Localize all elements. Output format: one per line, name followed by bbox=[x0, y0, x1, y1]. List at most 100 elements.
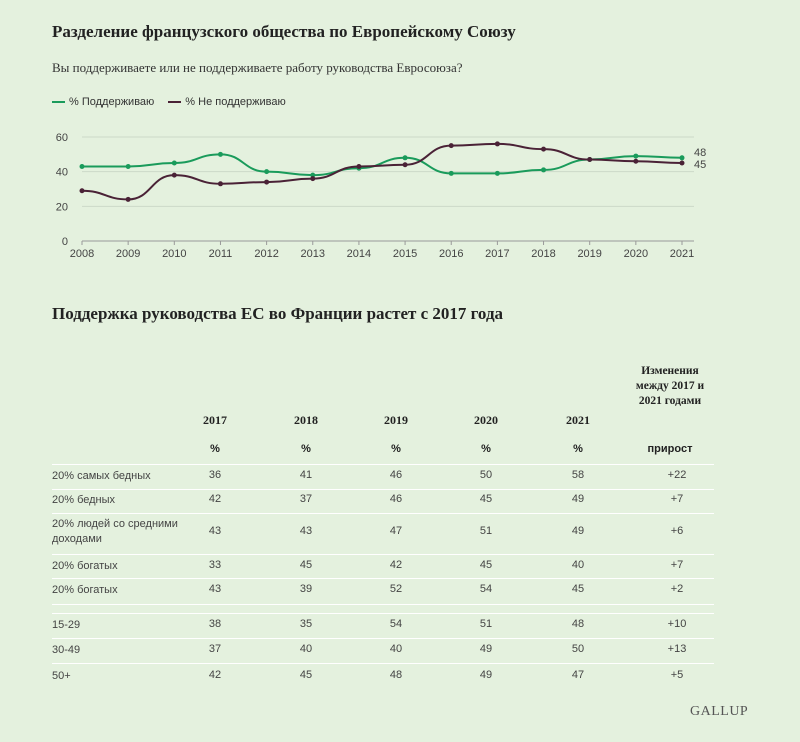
chart-subtitle: Вы поддерживаете или не поддерживаете ра… bbox=[52, 60, 463, 75]
table-cell: 47 bbox=[389, 525, 403, 537]
y-tick-label: 20 bbox=[56, 201, 68, 213]
table-cell: 45 bbox=[299, 559, 313, 571]
row-label: 30-49 bbox=[52, 644, 81, 656]
row-divider bbox=[52, 489, 714, 490]
percent-marker: % bbox=[210, 443, 220, 455]
data-point-1 bbox=[494, 141, 500, 147]
chart-title: Разделение французского общества по Евро… bbox=[52, 22, 516, 41]
table-cell: 40 bbox=[571, 559, 585, 571]
year-header: 2021 bbox=[566, 413, 590, 427]
legend-item-support: % Поддерживаю bbox=[52, 96, 154, 108]
data-point-0 bbox=[217, 151, 223, 157]
percent-marker: % bbox=[573, 443, 583, 455]
table-cell: 39 bbox=[299, 583, 313, 595]
table-cell: 37 bbox=[208, 643, 222, 655]
row-divider bbox=[52, 554, 714, 555]
data-point-1 bbox=[264, 179, 270, 185]
x-tick-label: 2016 bbox=[439, 248, 463, 260]
row-divider bbox=[52, 464, 714, 465]
percent-marker: % bbox=[391, 443, 401, 455]
table-cell: 33 bbox=[208, 559, 222, 571]
data-point-1 bbox=[171, 172, 177, 178]
percent-marker: % bbox=[481, 443, 491, 455]
data-point-1 bbox=[402, 162, 408, 168]
table-cell: 36 bbox=[208, 469, 222, 481]
percent-marker: % bbox=[301, 443, 311, 455]
table-cell: 49 bbox=[479, 669, 493, 681]
table-cell: 54 bbox=[479, 583, 493, 595]
table-cell: 54 bbox=[389, 618, 403, 630]
table-cell: 40 bbox=[389, 643, 403, 655]
data-point-0 bbox=[310, 172, 316, 178]
change-column-header: Изменения между 2017 и 2021 годами bbox=[635, 365, 705, 407]
legend-swatch-oppose bbox=[168, 101, 182, 103]
y-tick-label: 0 bbox=[62, 236, 68, 248]
y-tick-label: 60 bbox=[56, 132, 68, 144]
table-cell: 42 bbox=[389, 559, 403, 571]
row-label: 20% богатых bbox=[52, 560, 118, 572]
line-chart: 0 20 40 60 2008 2009 2010 2011 2012 2013 2014 2015 2… bbox=[56, 132, 707, 260]
x-tick-label: 2017 bbox=[485, 248, 509, 260]
y-tick-label: 40 bbox=[56, 167, 68, 179]
table-cell: 43 bbox=[208, 525, 222, 537]
x-tick-label: 2009 bbox=[116, 248, 140, 260]
table-cell: 51 bbox=[479, 525, 493, 537]
x-tick-label: 2020 bbox=[624, 248, 648, 260]
data-point-0 bbox=[79, 163, 85, 169]
source-logo: GALLUP bbox=[690, 704, 749, 719]
table-cell: 43 bbox=[208, 583, 222, 595]
table-cell: 49 bbox=[479, 643, 493, 655]
legend-item-oppose: % Не поддерживаю bbox=[168, 96, 286, 108]
data-point-0 bbox=[448, 170, 454, 176]
data-point-0 bbox=[633, 153, 639, 159]
change-cell: +6 bbox=[670, 525, 684, 537]
x-tick-label: 2019 bbox=[577, 248, 601, 260]
table-cell: 41 bbox=[299, 469, 313, 481]
table-cell: 50 bbox=[479, 469, 493, 481]
row-label: 20% людей со средними доходами bbox=[52, 518, 178, 545]
end-label-1: 45 bbox=[694, 159, 706, 171]
table-cell: 37 bbox=[299, 493, 313, 505]
change-cell: +22 bbox=[667, 469, 687, 481]
row-divider bbox=[52, 663, 714, 664]
data-point-1 bbox=[587, 157, 593, 163]
row-divider bbox=[52, 613, 714, 614]
data-point-0 bbox=[125, 163, 131, 169]
x-tick-label: 2015 bbox=[393, 248, 417, 260]
x-tick-label: 2008 bbox=[70, 248, 94, 260]
year-header: 2017 bbox=[203, 413, 227, 427]
table-cell: 45 bbox=[299, 669, 313, 681]
x-tick-label: 2018 bbox=[531, 248, 555, 260]
row-label: 50+ bbox=[52, 670, 71, 682]
change-cell: +10 bbox=[667, 618, 687, 630]
change-unit: прирост bbox=[647, 443, 693, 455]
legend-swatch-support bbox=[52, 101, 65, 103]
table-cell: 58 bbox=[571, 469, 585, 481]
x-tick-label: 2014 bbox=[347, 248, 371, 260]
row-label: 20% самых бедных bbox=[52, 470, 151, 482]
table-cell: 45 bbox=[479, 493, 493, 505]
year-header: 2020 bbox=[474, 413, 498, 427]
x-tick-label: 2010 bbox=[162, 248, 186, 260]
x-tick-label: 2021 bbox=[670, 248, 694, 260]
data-point-0 bbox=[171, 160, 177, 166]
data-point-1 bbox=[125, 196, 131, 202]
table-cell: 46 bbox=[389, 469, 403, 481]
table-cell: 52 bbox=[389, 583, 403, 595]
change-cell: +7 bbox=[670, 493, 684, 505]
table-title: Поддержка руководства ЕС во Франции раст… bbox=[52, 304, 504, 323]
row-divider bbox=[52, 513, 714, 514]
x-tick-label: 2013 bbox=[301, 248, 325, 260]
data-point-1 bbox=[448, 143, 454, 149]
legend-label-oppose: % Не поддерживаю bbox=[185, 96, 286, 108]
change-cell: +5 bbox=[670, 669, 684, 681]
legend-label-support: % Поддерживаю bbox=[69, 96, 155, 108]
x-tick-label: 2012 bbox=[254, 248, 278, 260]
year-header: 2019 bbox=[384, 413, 408, 427]
data-point-1 bbox=[679, 160, 685, 166]
table-cell: 48 bbox=[389, 669, 403, 681]
row-label: 20% богатых bbox=[52, 584, 118, 596]
row-divider bbox=[52, 578, 714, 579]
table-cell: 40 bbox=[299, 643, 313, 655]
data-point-0 bbox=[402, 155, 408, 161]
